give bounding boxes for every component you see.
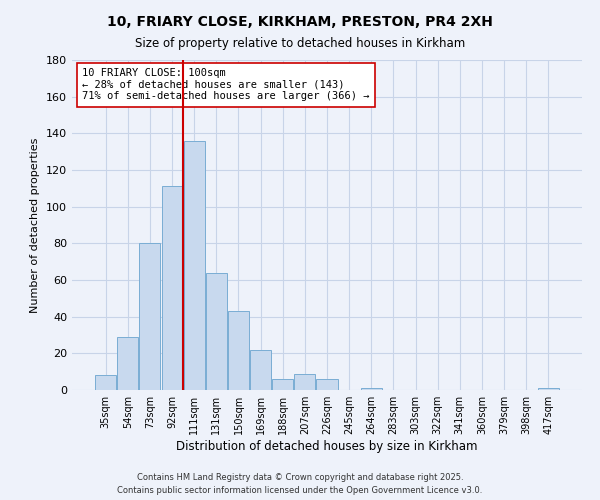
Bar <box>361 388 382 390</box>
Bar <box>118 337 139 390</box>
Bar <box>272 379 293 390</box>
Text: 10, FRIARY CLOSE, KIRKHAM, PRESTON, PR4 2XH: 10, FRIARY CLOSE, KIRKHAM, PRESTON, PR4 … <box>107 15 493 29</box>
Bar <box>316 379 338 390</box>
Text: Contains public sector information licensed under the Open Government Licence v3: Contains public sector information licen… <box>118 486 482 495</box>
Bar <box>206 272 227 390</box>
Bar <box>228 311 249 390</box>
Text: 10 FRIARY CLOSE: 100sqm
← 28% of detached houses are smaller (143)
71% of semi-d: 10 FRIARY CLOSE: 100sqm ← 28% of detache… <box>82 68 370 102</box>
Bar <box>139 244 160 390</box>
Bar <box>95 376 116 390</box>
Bar <box>184 140 205 390</box>
Bar <box>295 374 316 390</box>
X-axis label: Distribution of detached houses by size in Kirkham: Distribution of detached houses by size … <box>176 440 478 453</box>
Bar <box>250 350 271 390</box>
Bar <box>538 388 559 390</box>
Y-axis label: Number of detached properties: Number of detached properties <box>31 138 40 312</box>
Text: Size of property relative to detached houses in Kirkham: Size of property relative to detached ho… <box>135 38 465 51</box>
Text: Contains HM Land Registry data © Crown copyright and database right 2025.: Contains HM Land Registry data © Crown c… <box>137 474 463 482</box>
Bar <box>161 186 182 390</box>
